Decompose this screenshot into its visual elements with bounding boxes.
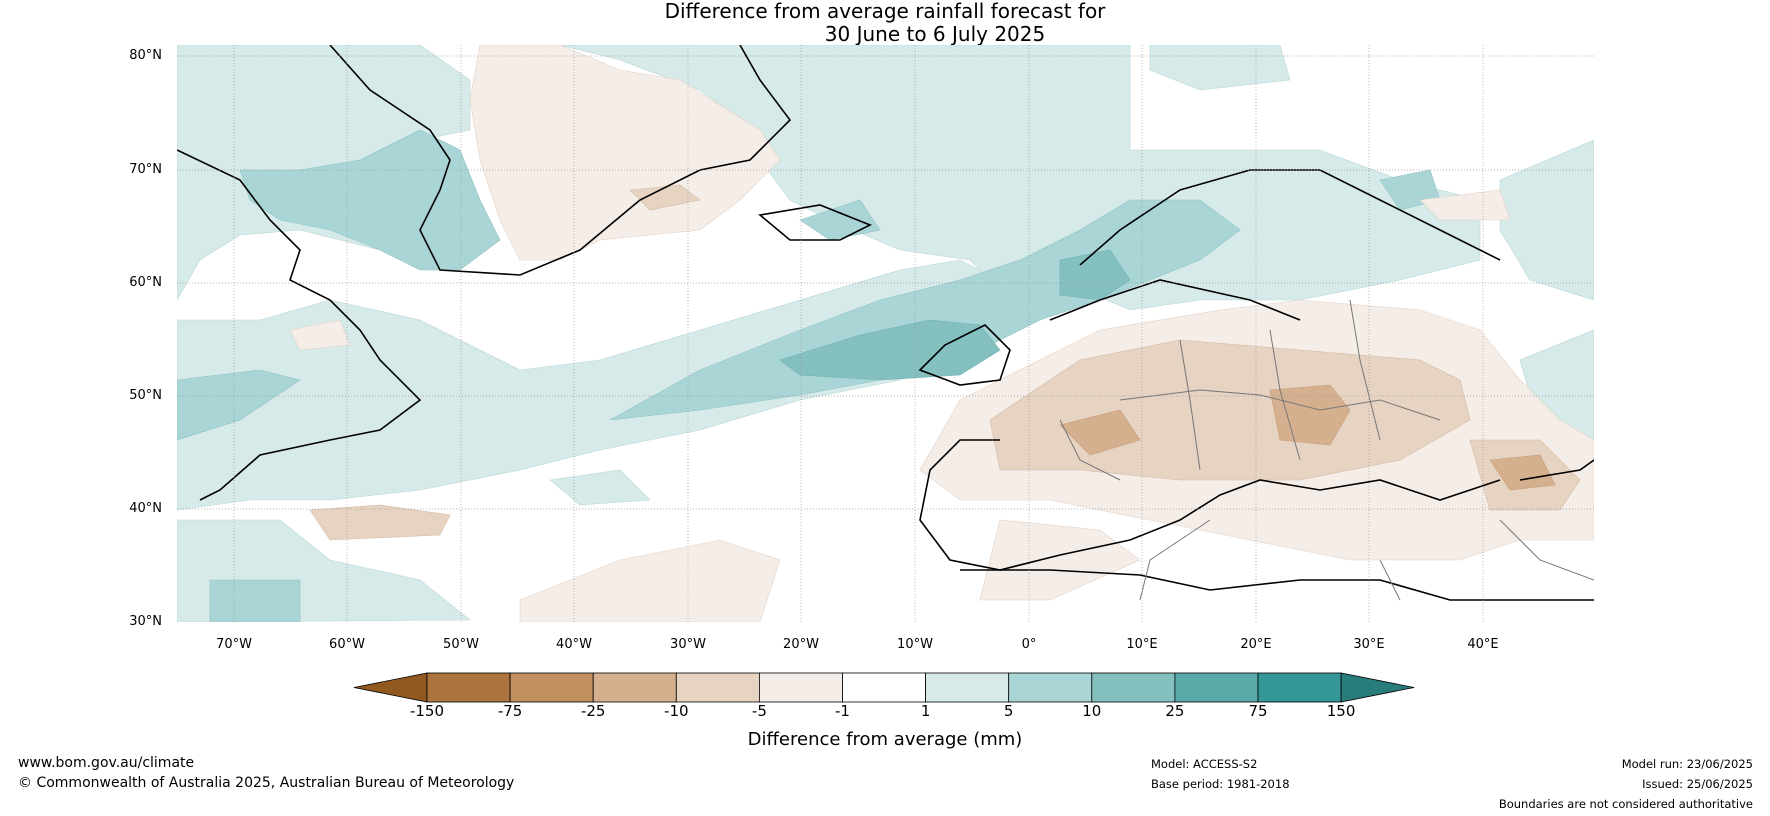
lon-label: 60°W (329, 637, 365, 652)
coastlines (177, 45, 1594, 601)
colorbar-extend-high (1340, 672, 1415, 703)
lat-label: 50°N (129, 388, 162, 403)
colorbar-segment (1091, 672, 1176, 703)
colorbar-label: Difference from average (mm) (747, 729, 1023, 750)
colorbar-extend-low (353, 672, 428, 703)
lon-label: 30°E (1353, 637, 1385, 652)
colorbar-tick-label: -1 (835, 702, 850, 720)
colorbar-tick-label: -150 (409, 702, 445, 720)
lon-label: 40°W (556, 637, 592, 652)
lon-label: 20°W (783, 637, 819, 652)
map-area (177, 45, 1594, 622)
anomaly-wet-5-10 (177, 129, 1441, 622)
lon-label: 70°W (216, 637, 252, 652)
colorbar-tick-label: -25 (580, 702, 606, 720)
lat-label: 30°N (129, 614, 162, 629)
lon-label: 10°E (1126, 637, 1158, 652)
lon-label: 40°E (1467, 637, 1499, 652)
colorbar-tick-label: -75 (497, 702, 523, 720)
title-line-1: Difference from average rainfall forecas… (664, 0, 1106, 23)
lon-label: 20°E (1240, 637, 1272, 652)
lon-label: 30°W (670, 637, 706, 652)
colorbar-segment (842, 672, 926, 703)
colorbar-tick-label: 150 (1326, 702, 1356, 720)
colorbar-segment (1174, 672, 1259, 703)
colorbar-segment (1257, 672, 1342, 703)
graticule (177, 45, 1594, 622)
footer-url: www.bom.gov.au/climate (18, 755, 195, 771)
lat-label: 40°N (129, 501, 162, 516)
lat-label: 70°N (129, 162, 162, 177)
colorbar-tick-label: 25 (1165, 702, 1185, 720)
lat-label: 60°N (129, 275, 162, 290)
country-borders (1059, 299, 1594, 601)
lon-label: 50°W (443, 637, 479, 652)
footer-copyright: © Commonwealth of Australia 2025, Austra… (18, 775, 515, 791)
colorbar-tick-label: 10 (1082, 702, 1102, 720)
lon-label: 0° (1021, 637, 1037, 652)
lon-label: 10°W (897, 637, 933, 652)
footer-issued: Issued: 25/06/2025 (1642, 777, 1753, 791)
colorbar-tick-label: 1 (920, 702, 931, 720)
footer-model-run: Model run: 23/06/2025 (1621, 757, 1753, 771)
colorbar-tick-label: -5 (751, 702, 767, 720)
colorbar-segment (925, 672, 1010, 703)
colorbar-tick-label: -10 (664, 702, 689, 720)
anomaly-dry-10-25 (1059, 384, 1556, 491)
colorbar-tick-label: 5 (1003, 702, 1014, 720)
colorbar-segment (759, 672, 843, 703)
lat-label: 80°N (129, 48, 162, 63)
colorbar-segment (1008, 672, 1093, 703)
colorbar-segment (592, 672, 677, 703)
colorbar-tick-label: 75 (1248, 702, 1268, 720)
colorbar-segment (675, 672, 760, 703)
footer-model: Model: ACCESS-S2 (1151, 757, 1258, 771)
colorbar-segment (426, 672, 511, 703)
title-line-2: 30 June to 6 July 2025 (824, 22, 1046, 46)
footer-disclaimer: Boundaries are not considered authoritat… (1498, 797, 1753, 811)
anomaly-wet-10-25 (779, 249, 1131, 381)
colorbar-segment (509, 672, 594, 703)
map-title: Difference from average rainfall forecas… (0, 0, 1770, 46)
colorbar-segments (353, 672, 1415, 703)
footer-base-period: Base period: 1981-2018 (1151, 777, 1290, 791)
